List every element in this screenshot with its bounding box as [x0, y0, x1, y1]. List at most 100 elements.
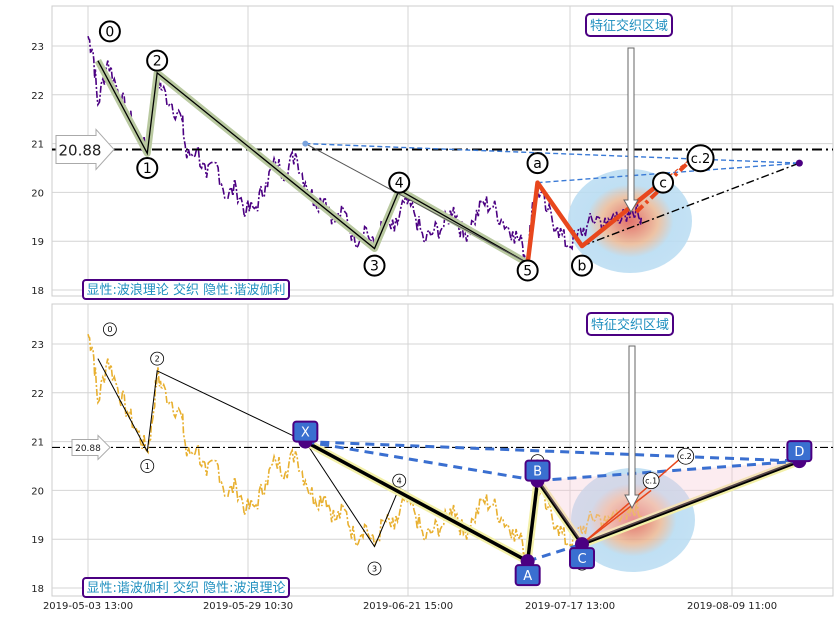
top-abc-thin — [581, 150, 701, 247]
bottom-wave-0-circle — [102, 322, 117, 337]
top-channel-line — [305, 143, 528, 264]
bottom-zone-arrow — [624, 345, 640, 510]
top-wave-line — [97, 60, 528, 264]
top-abc-c-circle — [652, 171, 675, 194]
bottom-abc-thin-2 — [581, 489, 652, 545]
top-y-ticks: 18 19 20 21 22 23 — [31, 42, 44, 297]
top-confluence-zone — [568, 169, 692, 273]
bottom-level-arrow — [71, 434, 111, 461]
y-tick-label: 18 — [31, 584, 44, 595]
bottom-zone-label: 特征交织区域 — [591, 317, 669, 333]
bottom-tag: 显性:谐波伽利 交织 隐性:波浪理论 — [86, 580, 285, 596]
top-wave-4-circle — [388, 171, 411, 194]
top-abc-b-circle — [571, 254, 593, 277]
bottom-zone-label-box — [586, 312, 674, 336]
top-marks: 20.88 0 1 2 3 4 5 a b c c.2 — [52, 20, 833, 282]
top-abc-c: c — [659, 176, 667, 192]
bottom-price-series — [87, 333, 643, 569]
top-wave-5: 5 — [523, 264, 532, 280]
top-level-arrow — [55, 128, 115, 171]
y-tick-label: 21 — [31, 438, 44, 449]
harmonic-bcd-fill — [537, 461, 800, 545]
top-wave-5-circle — [516, 259, 539, 282]
bottom-wave-4-circle — [392, 473, 407, 488]
harmonic-label-X: X — [301, 426, 310, 441]
top-zone-label: 特征交织区域 — [590, 18, 668, 34]
bottom-wave-1: 1 — [145, 462, 150, 471]
top-abc-c-2: c.2 — [691, 152, 711, 167]
x-tick-label: 2019-05-03 13:00 — [43, 601, 133, 612]
top-wave-4: 4 — [395, 176, 404, 192]
bottom-wave-c-2: c.2 — [680, 452, 692, 461]
bottom-wave-2-circle — [150, 351, 165, 366]
top-zone-arrow — [623, 47, 639, 213]
top-wave-3-circle — [363, 254, 386, 277]
bottom-wave-4: 4 — [397, 477, 402, 486]
bottom-confluence-zone — [571, 468, 695, 572]
y-tick-label: 19 — [31, 535, 44, 546]
top-tag: 显性:波浪理论 交织 隐性:谐波伽利 — [86, 282, 285, 298]
top-trend-black — [581, 162, 800, 247]
top-wave-2: 2 — [153, 54, 162, 70]
top-plot-frame — [51, 5, 834, 297]
bottom-wave-c-2-circle — [677, 447, 695, 465]
top-price-series — [87, 35, 643, 271]
bottom-y-ticks: 18 19 20 21 22 23 — [31, 340, 44, 595]
bottom-tag-box — [82, 577, 290, 598]
harmonic-label-D: D — [794, 445, 804, 460]
top-wave-1: 1 — [143, 161, 152, 177]
top-abc-a: a — [533, 156, 542, 172]
top-trend-blue — [305, 142, 800, 164]
harmonic-bc — [536, 479, 584, 546]
harmonic-diagonal-1 — [305, 440, 800, 463]
x-tick-label: 2019-07-17 13:00 — [525, 601, 615, 612]
bottom-wave-2: 2 — [155, 355, 160, 364]
bottom-wave-1-circle — [140, 459, 155, 473]
harmonic-box-X — [292, 420, 319, 443]
harmonic-label-A: A — [523, 569, 532, 584]
y-tick-label: 18 — [31, 286, 44, 297]
harmonic-label-B: B — [533, 465, 542, 480]
y-tick-label: 20 — [31, 188, 44, 199]
harmonic-diagonal-0 — [305, 440, 538, 483]
harmonic-box-D — [786, 440, 813, 463]
top-wave-0-circle — [98, 20, 121, 43]
y-tick-label: 22 — [31, 91, 44, 102]
harmonic-ab — [525, 480, 540, 562]
y-tick-label: 23 — [31, 42, 44, 53]
bottom-level-label: 20.88 — [75, 444, 101, 454]
y-tick-label: 21 — [31, 140, 44, 151]
y-tick-label: 22 — [31, 389, 44, 400]
top-wave-0: 0 — [105, 24, 114, 40]
harmonic-diagonal-3 — [537, 459, 800, 483]
y-tick-label: 19 — [31, 237, 44, 248]
top-wave-2-circle — [146, 49, 169, 72]
harmonic-box-B — [524, 459, 551, 482]
top-trend-blue-2 — [537, 162, 800, 184]
harmonic-diagonal-2 — [527, 542, 583, 563]
x-ticks: 2019-05-03 13:00 2019-05-29 10:30 2019-06-… — [43, 601, 777, 612]
top-abc-b: b — [578, 259, 587, 275]
bottom-plot-frame — [51, 303, 834, 597]
harmonic-xa — [304, 440, 529, 563]
harmonic-cd — [581, 459, 800, 546]
bottom-wave-3: 3 — [372, 564, 377, 573]
y-tick-label: 23 — [31, 340, 44, 351]
bottom-wave-c-1-circle — [642, 472, 660, 490]
harmonic-box-C — [569, 547, 595, 570]
harmonic-box-A — [514, 564, 541, 587]
top-wave-3: 3 — [370, 259, 379, 275]
top-tag-box — [82, 279, 290, 300]
top-end-point — [795, 159, 803, 167]
y-tick-label: 20 — [31, 486, 44, 497]
top-zone-label-box — [585, 13, 673, 37]
harmonic-label-C: C — [577, 552, 586, 567]
top-start-point — [302, 140, 309, 147]
top-level-label: 20.88 — [59, 141, 102, 159]
bottom-wave-c-1: c.1 — [645, 477, 657, 486]
top-abc-c-2-circle — [686, 144, 715, 173]
